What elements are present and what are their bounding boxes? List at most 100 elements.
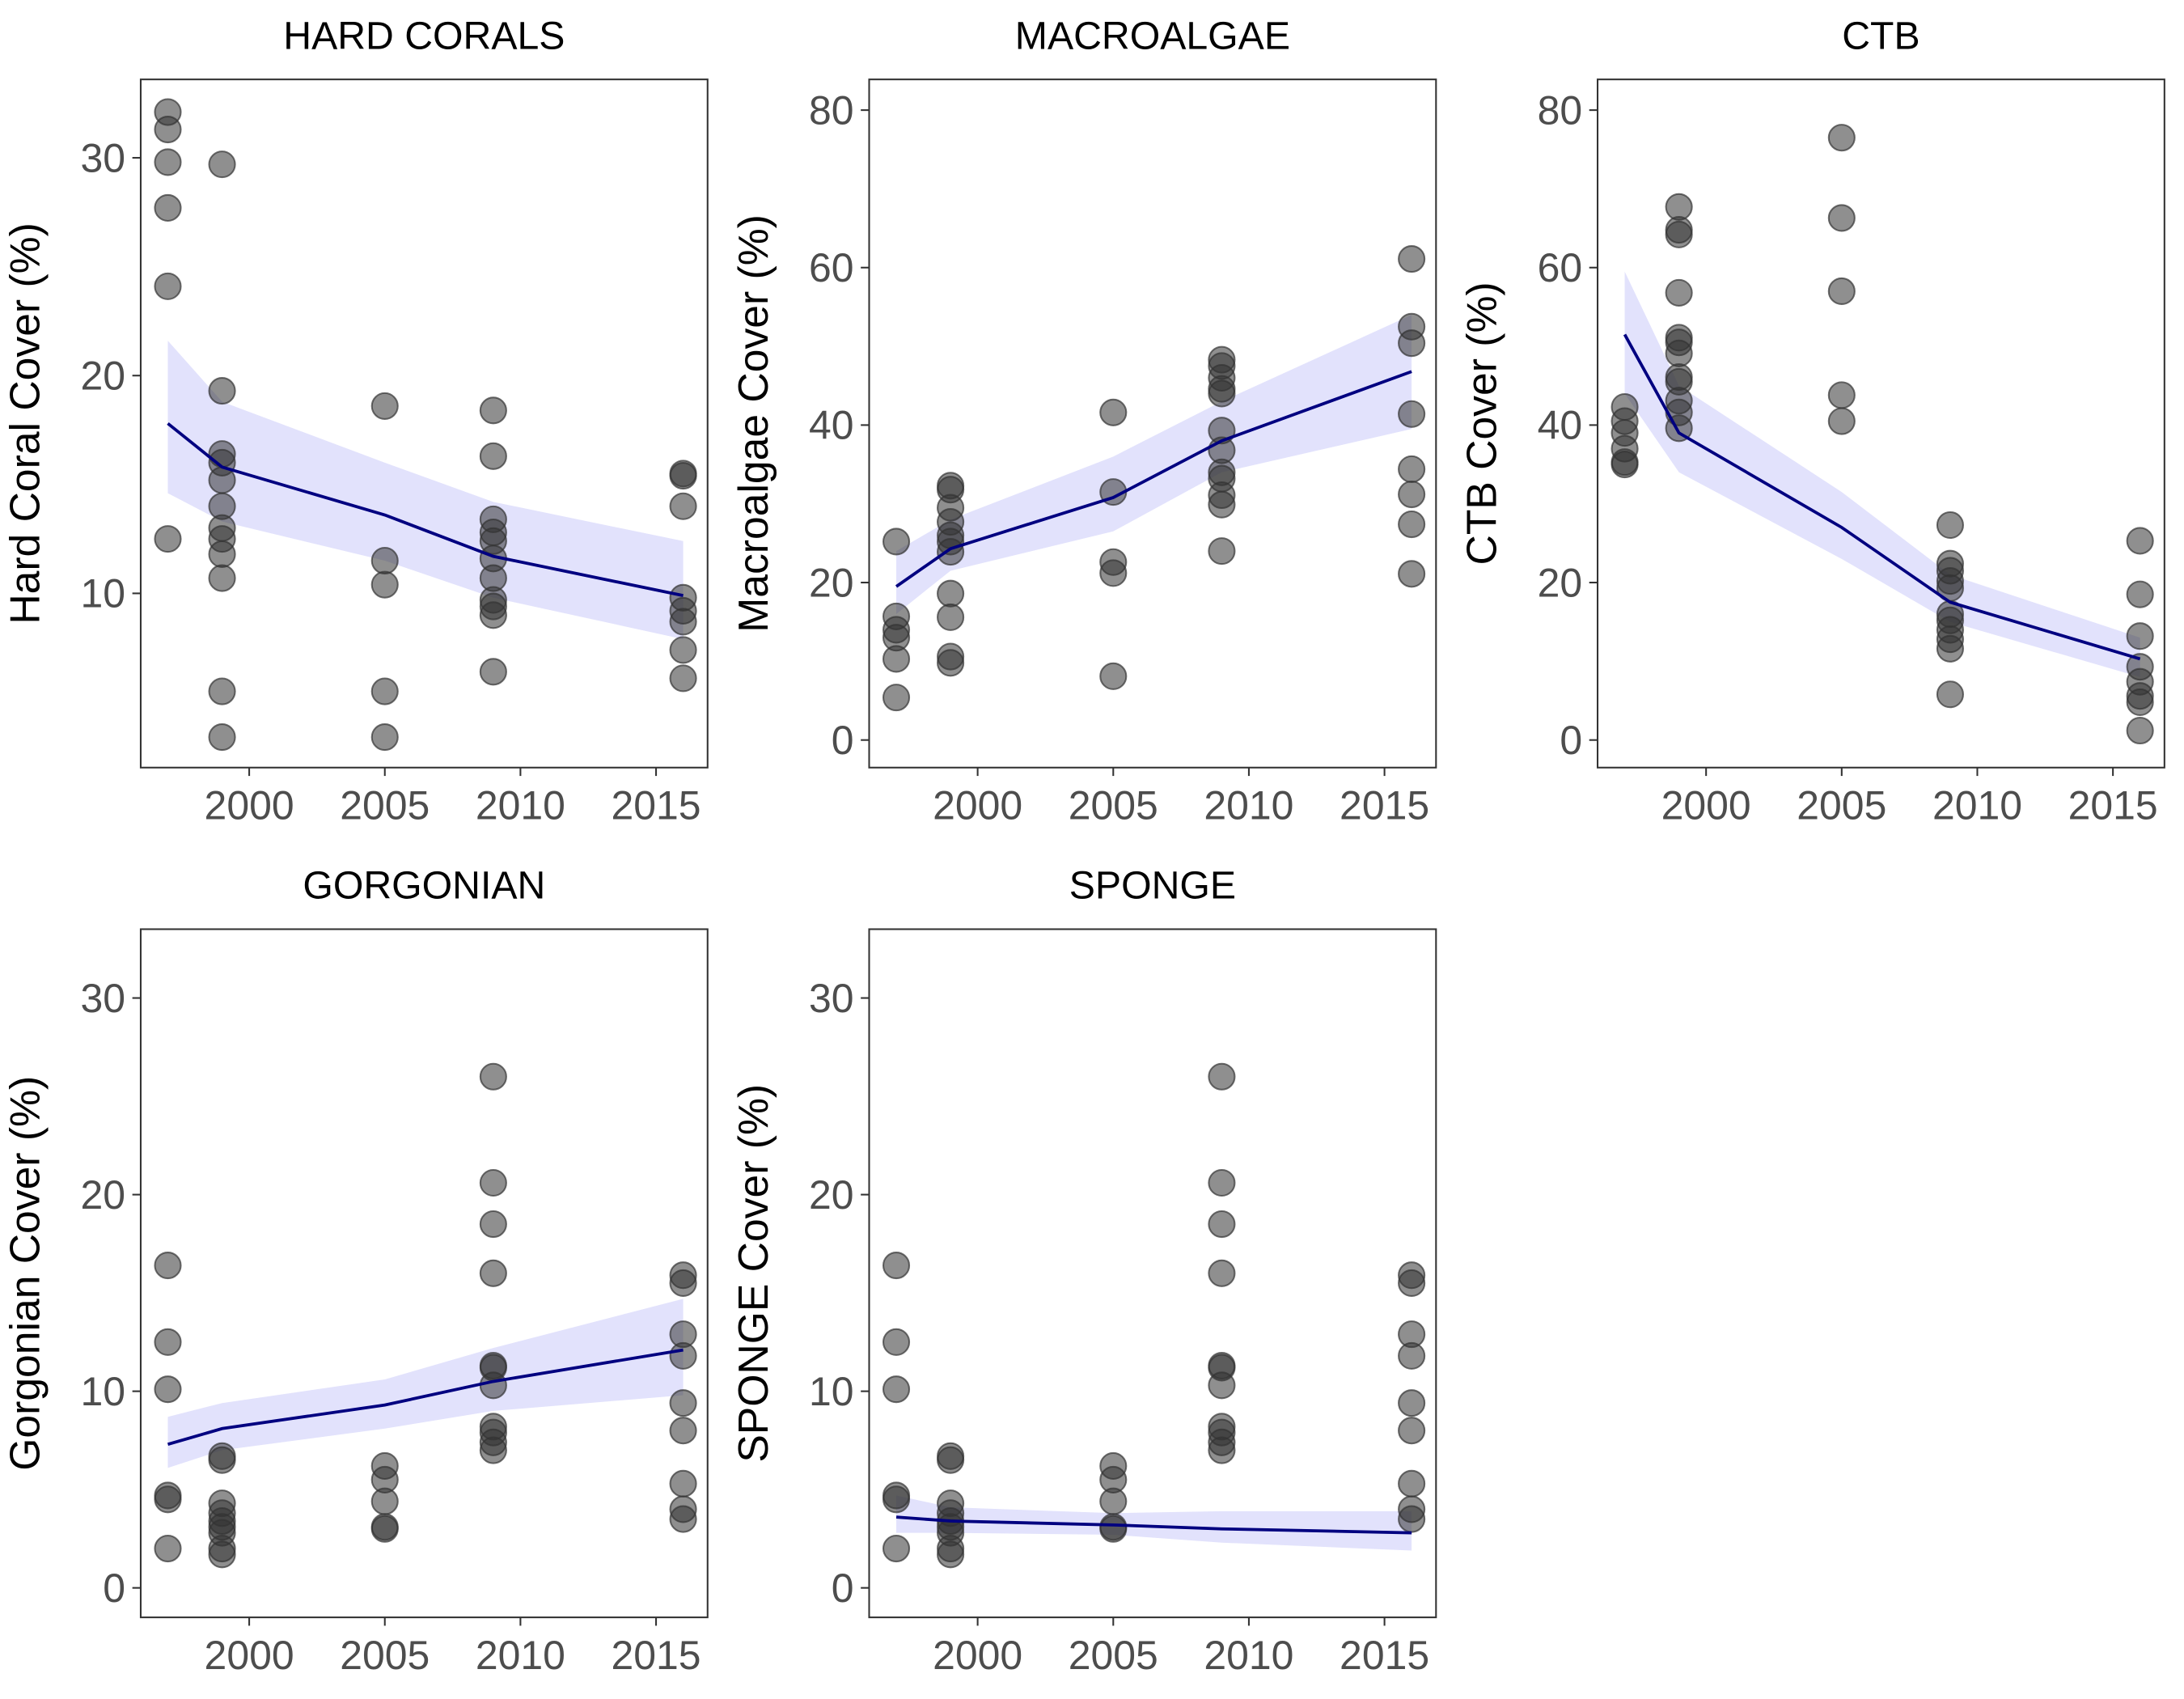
x-tick-label: 2000 [1661,782,1751,828]
y-axis-label: Gorgonian Cover (%) [1,1076,48,1471]
data-point [208,377,236,405]
data-point [1208,1436,1236,1464]
panel: MACROALGAE Macroalgae Cover (%) 0 20 40 60 80 2… [730,14,1437,828]
panel: GORGONIAN Gorgonian Cover (%) 0 10 20 30 2000 2… [1,864,709,1678]
x-tick-label: 2010 [1204,782,1293,828]
data-point [1208,1062,1236,1091]
data-point [479,1371,507,1400]
x-tick-label: 2000 [933,1633,1022,1678]
data-point [370,677,399,705]
data-point [370,1487,399,1515]
data-point [1099,1515,1128,1543]
data-point [882,684,911,712]
data-point [882,1485,911,1514]
data-point [154,193,182,222]
data-point [1398,1505,1426,1533]
y-tick-label: 30 [809,976,854,1021]
confidence-band [896,1495,1412,1551]
data-point [669,1341,697,1370]
data-point [1398,1389,1426,1417]
data-point [2126,622,2154,650]
data-point [1936,511,1964,540]
y-tick-label: 20 [809,1172,854,1218]
data-point [937,1540,965,1569]
y-tick-label: 0 [1560,718,1582,763]
plot-frame [1597,78,2165,769]
data-point [2126,688,2154,717]
data-point [1398,400,1426,428]
y-tick-label: 20 [80,1172,125,1218]
data-point [1610,451,1639,479]
fit-line [167,1348,684,1447]
plot-frame [139,78,709,769]
data-point [208,1540,236,1569]
data-point [669,1389,697,1417]
panel-title: MACROALGAE [1015,14,1290,57]
data-point [154,525,182,553]
x-tick-label: 2000 [933,782,1022,828]
data-point [1099,1487,1128,1515]
data-point [1398,560,1426,588]
data-point [1398,455,1426,483]
data-point [370,1515,399,1543]
data-point [669,462,697,490]
data-point [1665,278,1693,307]
data-point [669,492,697,520]
x-tick-label: 2000 [205,1633,294,1678]
data-point [1398,510,1426,539]
data-point [208,723,236,752]
data-point [208,1446,236,1474]
data-point [1208,490,1236,519]
y-tick-label: 0 [832,718,854,763]
data-point [1398,329,1426,358]
data-point [1208,1210,1236,1239]
fit-line [895,1515,1412,1535]
data-point [1398,1341,1426,1370]
data-point [669,608,697,636]
data-point [1827,381,1856,409]
data-point [1208,379,1236,408]
data-point [479,442,507,470]
data-point [1398,1269,1426,1297]
data-point [669,1269,697,1297]
data-point [1665,339,1693,367]
x-tick-label: 2010 [476,782,565,828]
data-point [370,570,399,599]
y-tick-label: 40 [809,403,854,448]
x-tick-label: 2015 [1340,782,1429,828]
confidence-band [896,315,1412,614]
data-point [2126,716,2154,745]
data-point [1208,1168,1236,1197]
data-point [1936,680,1964,709]
y-tick-label: 20 [809,560,854,605]
y-tick-label: 30 [80,976,125,1021]
x-tick-label: 2005 [340,1633,430,1678]
data-point [154,148,182,176]
data-point [1398,244,1426,273]
data-point [882,1375,911,1404]
data-point [1208,537,1236,566]
data-point [937,603,965,631]
y-tick-label: 40 [1538,403,1583,448]
data-point [479,658,507,686]
data-point [479,1168,507,1197]
data-point [882,645,911,673]
x-tick-label: 2005 [1797,782,1886,828]
confidence-band [167,341,684,639]
y-tick-label: 80 [809,87,854,133]
panel-title: SPONGE [1069,864,1236,908]
data-point [154,1252,182,1280]
fit-line [167,422,684,597]
data-point [1398,1417,1426,1445]
x-tick-label: 2010 [1204,1633,1293,1678]
data-point [882,1534,911,1563]
plot-frame [139,928,709,1619]
y-axis-label: SPONGE Cover (%) [730,1084,777,1463]
panel-title: GORGONIAN [303,864,545,908]
y-tick-label: 0 [832,1566,854,1611]
data-point [1099,559,1128,587]
y-tick-label: 80 [1538,87,1583,133]
data-point [154,1375,182,1404]
data-point [208,540,236,569]
